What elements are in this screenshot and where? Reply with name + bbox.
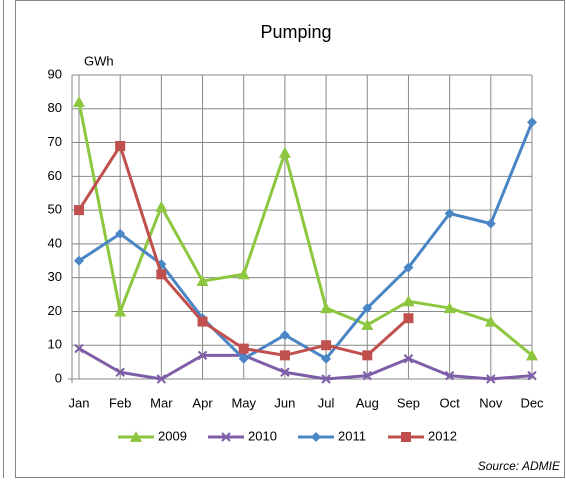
marker <box>401 432 411 442</box>
marker <box>74 255 84 266</box>
chart-title: Pumping <box>260 22 331 42</box>
legend-label: 2012 <box>428 428 457 443</box>
y-tick-label: 90 <box>48 66 62 81</box>
marker <box>486 374 496 384</box>
marker <box>237 268 250 280</box>
y-tick-label: 0 <box>55 370 62 385</box>
x-tick-label: Mar <box>150 395 173 410</box>
x-tick-label: Dec <box>520 395 544 410</box>
marker <box>280 367 290 377</box>
marker <box>484 315 497 327</box>
x-tick-label: Sep <box>397 395 420 410</box>
y-tick-label: 10 <box>48 337 62 352</box>
marker <box>444 208 455 219</box>
marker <box>130 431 142 442</box>
y-tick-label: 70 <box>48 134 62 149</box>
x-tick-label: Apr <box>192 395 213 410</box>
y-axis-label: GWh <box>84 53 114 68</box>
y-tick-label: 40 <box>48 235 62 250</box>
marker <box>238 343 249 354</box>
marker <box>444 370 455 381</box>
marker <box>156 374 167 384</box>
marker <box>156 269 167 280</box>
series-line <box>78 347 533 381</box>
marker <box>403 313 414 324</box>
x-tick-label: Nov <box>479 395 503 410</box>
marker <box>279 350 290 361</box>
marker <box>443 302 456 314</box>
y-tick-label: 30 <box>48 269 62 284</box>
marker <box>197 350 208 361</box>
x-tick-label: Feb <box>109 395 131 410</box>
series-line <box>77 101 533 357</box>
marker <box>485 218 496 229</box>
marker <box>196 275 209 287</box>
legend-label: 2009 <box>158 428 187 443</box>
source-note: Source: ADMIE <box>478 459 561 473</box>
marker <box>197 316 208 327</box>
marker <box>74 343 84 354</box>
marker <box>321 353 332 364</box>
marker <box>115 228 126 239</box>
marker <box>278 146 291 158</box>
marker <box>526 349 538 361</box>
marker <box>362 303 373 314</box>
marker <box>403 262 414 273</box>
marker <box>114 305 127 317</box>
y-tick-label: 60 <box>48 168 62 183</box>
marker <box>527 117 537 128</box>
marker <box>311 432 321 442</box>
marker <box>362 370 372 381</box>
y-tick-label: 20 <box>48 303 62 318</box>
x-tick-label: Jan <box>69 395 90 410</box>
marker <box>155 200 168 212</box>
marker <box>527 370 537 381</box>
marker <box>115 140 126 151</box>
x-tick-label: Jul <box>318 395 335 410</box>
legend-label: 2011 <box>338 428 366 443</box>
marker <box>402 295 415 307</box>
marker <box>362 350 373 361</box>
marker <box>238 353 249 364</box>
series-line <box>78 121 534 361</box>
x-tick-label: Jun <box>274 395 295 410</box>
legend-label: 2010 <box>248 428 277 443</box>
y-tick-label: 50 <box>48 202 62 217</box>
marker <box>321 340 332 351</box>
marker <box>115 367 125 377</box>
y-tick-label: 80 <box>48 100 62 115</box>
x-tick-label: May <box>231 395 256 410</box>
x-tick-label: Oct <box>440 395 461 410</box>
marker <box>361 318 374 330</box>
marker <box>279 330 290 341</box>
marker <box>73 96 85 108</box>
marker <box>320 302 333 314</box>
marker <box>321 374 331 384</box>
marker <box>403 354 414 364</box>
marker <box>74 205 84 216</box>
marker <box>221 432 231 442</box>
x-tick-label: Aug <box>356 395 379 410</box>
